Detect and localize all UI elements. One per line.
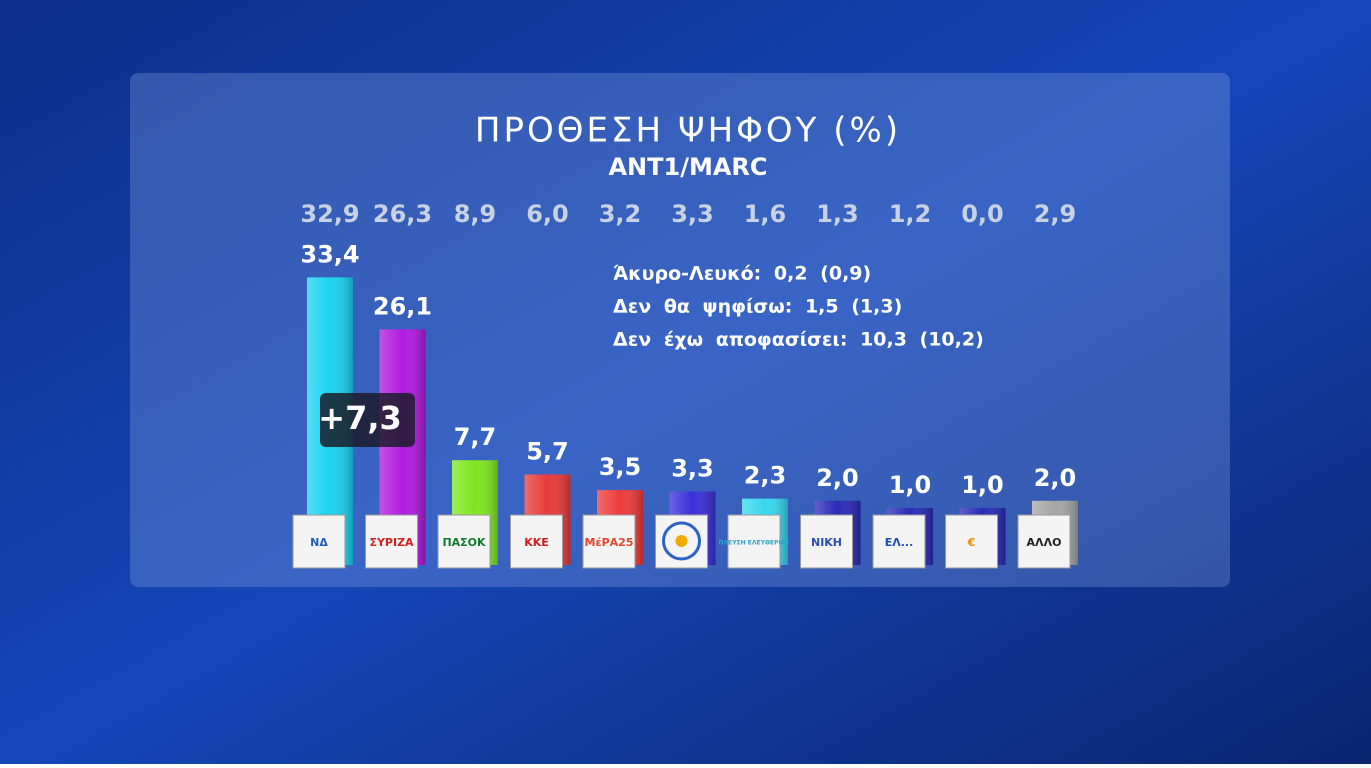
note: Δεν έχω αποφασίσει: 10,3 (10,2): [613, 329, 984, 351]
value-label: 7,7: [454, 423, 497, 451]
party-logo: [437, 514, 491, 569]
previous-value: 3,2: [599, 200, 642, 228]
previous-value: 3,3: [671, 200, 714, 228]
value-label: 2,0: [1034, 464, 1077, 492]
value-label: 33,4: [300, 240, 359, 268]
previous-value: 1,3: [816, 200, 859, 228]
previous-value: 2,9: [1034, 200, 1077, 228]
party-logo: [872, 514, 926, 569]
value-label: 3,5: [599, 453, 642, 481]
annotation: +7,3: [318, 393, 415, 447]
value-label: 1,0: [889, 471, 932, 499]
note: Δεν θα ψηφίσω: 1,5 (1,3): [613, 296, 902, 318]
annotation-text: +7,3: [318, 399, 402, 437]
notes: Άκυρο-Λευκό: 0,2 (0,9) Δεν θα ψηφίσω: 1,5…: [613, 263, 984, 351]
party-logo: [510, 514, 563, 569]
annotation-box: [320, 393, 415, 447]
chart-title: ΠΡΟΘΕΣΗ ΨΗΦΟΥ (%): [475, 111, 901, 151]
previous-value: 6,0: [526, 200, 569, 228]
party-logo: [727, 514, 781, 569]
chart-subtitle: ANT1/MARC: [608, 153, 767, 181]
value-label: 1,0: [961, 471, 1004, 499]
party-name: ΑΛΛΟ: [1027, 536, 1062, 549]
party-name: ΝΔ: [310, 536, 328, 549]
party-name: ΕΛ...: [885, 536, 914, 549]
party-logo: [582, 514, 636, 569]
previous-value: 0,0: [961, 200, 1004, 228]
party-logo: [365, 514, 418, 569]
logo-icon: [662, 521, 701, 561]
party-logo: [945, 514, 998, 569]
previous-value: 8,9: [454, 200, 497, 228]
note: Άκυρο-Λευκό: 0,2 (0,9): [613, 263, 871, 285]
previous-value: 1,6: [744, 200, 787, 228]
party-name: ΣΥΡΙΖΑ: [369, 536, 414, 549]
previous-value: 26,3: [373, 200, 432, 228]
party-name: ΠΛΕΥΣΗ ΕΛΕΥΘΕΡΙΑΣ: [718, 540, 789, 547]
party-name: €: [967, 536, 976, 549]
previous-value: 32,9: [300, 200, 359, 228]
party-name: ΠΑΣΟΚ: [442, 536, 486, 549]
value-label: 26,1: [373, 292, 432, 320]
value-label: 5,7: [526, 437, 569, 465]
party-name: ΝΙΚΗ: [811, 536, 842, 549]
logo-icon: [675, 535, 688, 547]
party-logo: [800, 514, 853, 569]
party-logo: [1017, 514, 1071, 569]
party-name: ΚΚΕ: [524, 536, 549, 549]
value-label: 3,3: [671, 455, 714, 483]
value-label: 2,0: [816, 464, 859, 492]
previous-value: 1,2: [889, 200, 932, 228]
party-name: ΜέΡΑ25: [585, 536, 634, 549]
party-logo: [292, 514, 346, 569]
value-label: 2,3: [744, 462, 787, 490]
